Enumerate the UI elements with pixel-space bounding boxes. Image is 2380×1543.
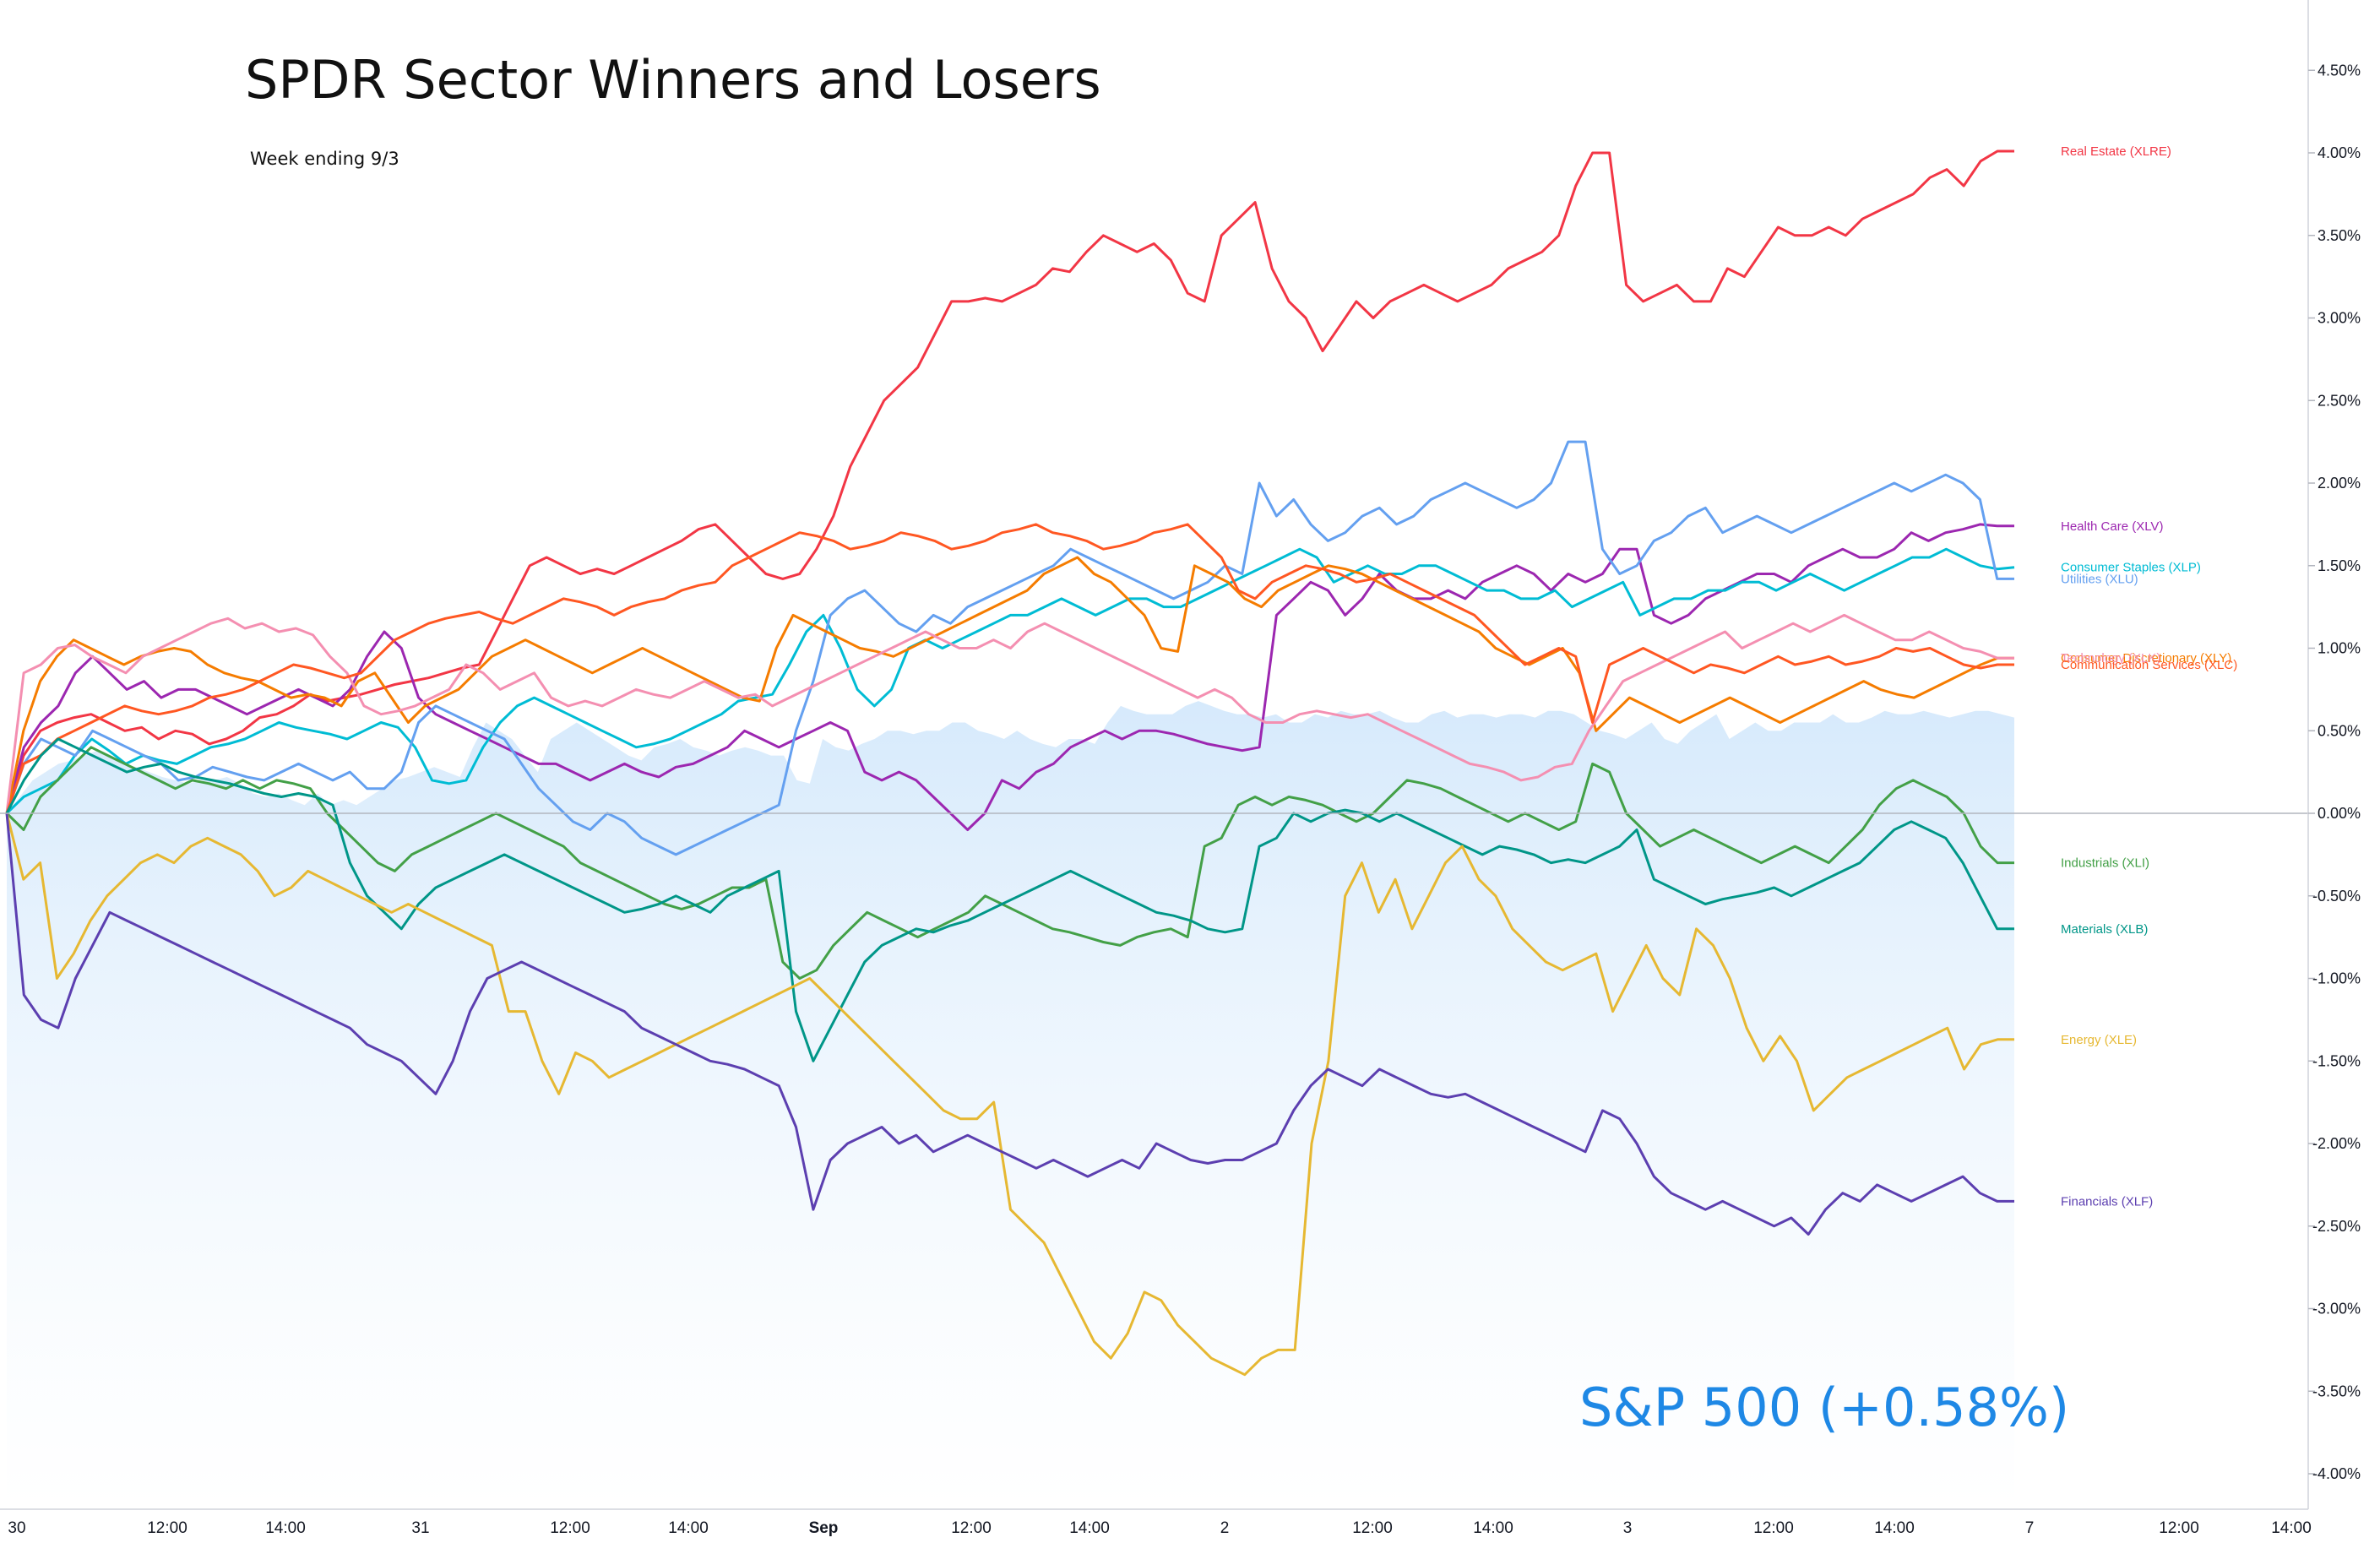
series-layer xyxy=(5,149,2015,1377)
y-tick-label: 0.00% xyxy=(2318,805,2361,822)
series-label-3: Utilities (XLU) xyxy=(2061,572,2138,586)
series-line-0 xyxy=(5,149,2014,814)
series-line-4 xyxy=(5,556,2014,814)
y-tick-label: 1.50% xyxy=(2318,557,2361,574)
y-tick-label: 4.00% xyxy=(2318,144,2361,161)
x-tick-label: 7 xyxy=(2025,1519,2035,1537)
x-tick-label: 2 xyxy=(1220,1519,1230,1537)
series-label-0: Real Estate (XLRE) xyxy=(2061,144,2171,159)
x-tick-label: 12:00 xyxy=(1352,1519,1393,1537)
y-tick-label: -4.00% xyxy=(2312,1465,2361,1482)
series-label-8: Materials (XLB) xyxy=(2061,922,2148,937)
series-line-8 xyxy=(5,737,2014,1062)
y-tick-label: -1.50% xyxy=(2312,1052,2361,1069)
y-tick-label: 4.50% xyxy=(2318,62,2361,79)
series-label-6: Communication Services (XLC) xyxy=(2061,658,2237,672)
x-tick-label: Sep xyxy=(809,1519,839,1537)
x-tick-label: 30 xyxy=(8,1519,25,1537)
x-tick-label: 12:00 xyxy=(1753,1519,1794,1537)
series-line-10 xyxy=(5,812,2014,1236)
y-tick-label: 3.50% xyxy=(2318,227,2361,244)
benchmark-area xyxy=(7,701,2014,1509)
series-line-1 xyxy=(5,523,2014,831)
series-label-7: Industrials (XLI) xyxy=(2061,856,2149,871)
x-tick-label: 14:00 xyxy=(1069,1519,1110,1537)
y-tick-label: 2.50% xyxy=(2318,392,2361,409)
x-tick-label: 12:00 xyxy=(147,1519,187,1537)
series-line-7 xyxy=(5,746,2014,980)
series-line-6 xyxy=(5,523,2014,814)
series-label-9: Energy (XLE) xyxy=(2061,1033,2137,1047)
series-label-2: Consumer Staples (XLP) xyxy=(2061,561,2201,575)
y-tick-label: -2.00% xyxy=(2312,1135,2361,1152)
x-tick-label: 12:00 xyxy=(951,1519,992,1537)
x-tick-label: 14:00 xyxy=(2271,1519,2312,1537)
x-tick-label: 3 xyxy=(1623,1519,1633,1537)
series-label-4: Consumer Discretionary (XLY) xyxy=(2061,651,2231,666)
benchmark-label: S&P 500 (+0.58%) xyxy=(1579,1377,2070,1438)
x-tick-label: 12:00 xyxy=(550,1519,590,1537)
x-tick-label: 31 xyxy=(411,1519,429,1537)
y-tick-label: 3.00% xyxy=(2318,310,2361,327)
x-tick-label: 14:00 xyxy=(1874,1519,1915,1537)
y-tick-label: -1.00% xyxy=(2312,970,2361,987)
x-tick-label: 14:00 xyxy=(668,1519,709,1537)
series-label-5: Technology (XLK) xyxy=(2061,651,2160,666)
benchmark-area-layer xyxy=(7,701,2014,1509)
y-tick-label: 0.50% xyxy=(2318,722,2361,739)
series-labels-layer: Real Estate (XLRE) Health Care (XLV) Consu… xyxy=(2061,144,2237,1209)
chart-title: SPDR Sector Winners and Losers xyxy=(245,49,1101,111)
series-line-5 xyxy=(5,613,2014,814)
x-tick-label: 14:00 xyxy=(1473,1519,1513,1537)
y-tick-label: -2.50% xyxy=(2312,1218,2361,1235)
x-tick-label: 14:00 xyxy=(265,1519,306,1537)
y-tick-label: -3.50% xyxy=(2312,1383,2361,1399)
y-tick-label: -3.00% xyxy=(2312,1301,2361,1318)
series-label-1: Health Care (XLV) xyxy=(2061,519,2163,534)
series-line-9 xyxy=(5,812,2014,1377)
series-line-2 xyxy=(5,547,2015,815)
series-label-10: Financials (XLF) xyxy=(2061,1194,2153,1209)
y-tick-label: -0.50% xyxy=(2312,888,2361,905)
chart-subtitle: Week ending 9/3 xyxy=(250,149,399,169)
x-tick-label: 12:00 xyxy=(2159,1519,2199,1537)
series-line-3 xyxy=(5,440,2014,856)
y-tick-label: 2.00% xyxy=(2318,475,2361,492)
y-tick-label: 1.00% xyxy=(2318,640,2361,657)
